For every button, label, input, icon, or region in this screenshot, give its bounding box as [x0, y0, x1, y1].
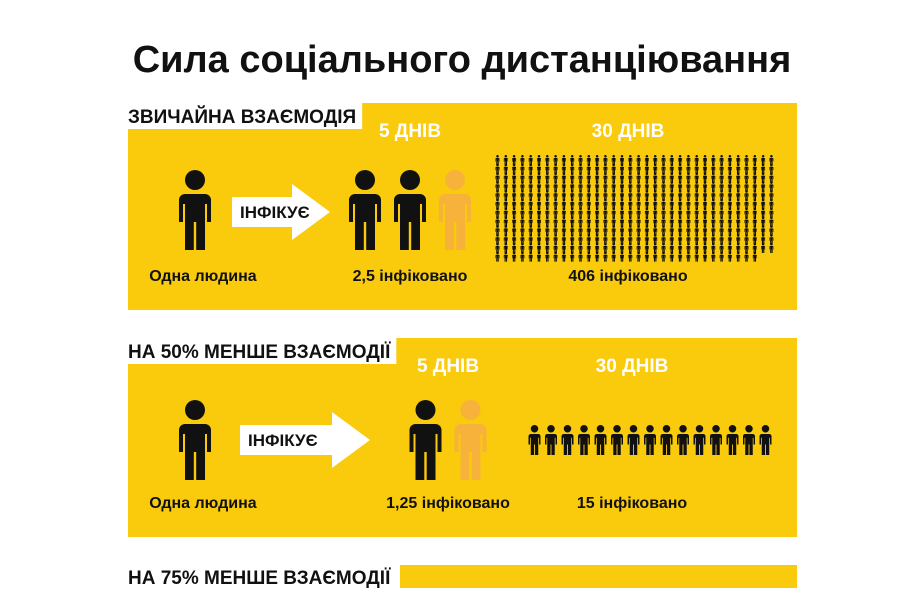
- infected-label: 2,5 інфіковано: [353, 268, 468, 285]
- arrow-label: ІНФІКУЄ: [240, 203, 310, 222]
- infected-label: 15 інфіковано: [577, 495, 688, 512]
- infected-label: 1,25 інфіковано: [386, 495, 510, 512]
- infected-label: 406 інфіковано: [568, 268, 687, 285]
- period-heading: 30 ДНІВ: [592, 121, 665, 142]
- section-label-bg: [124, 337, 397, 364]
- section-label-bg: [124, 563, 397, 590]
- source-label: Одна людина: [149, 268, 256, 285]
- period-heading: 30 ДНІВ: [596, 356, 669, 377]
- infected-count: 1,25: [386, 495, 417, 512]
- title: Сила соціального дистанціювання: [133, 39, 792, 81]
- infected-count: 2,5: [353, 268, 375, 285]
- period-heading: 5 ДНІВ: [379, 121, 441, 142]
- infected-unit: інфіковано: [600, 268, 688, 285]
- infected-unit: інфіковано: [379, 268, 467, 285]
- period-heading: 5 ДНІВ: [417, 356, 479, 377]
- source-label: Одна людина: [149, 495, 256, 512]
- section-label: НА 75% МЕНШЕ ВЗАЄМОДІЇ: [128, 568, 391, 589]
- section-label: ЗВИЧАЙНА ВЗАЄМОДІЯ: [128, 106, 356, 128]
- infected-unit: інфіковано: [422, 495, 510, 512]
- section-bar: [400, 565, 797, 588]
- arrow: [232, 184, 330, 240]
- infected-unit: інфіковано: [599, 495, 687, 512]
- infected-count: 406: [568, 268, 595, 285]
- arrow-label: ІНФІКУЄ: [248, 431, 318, 450]
- arrow: [240, 412, 370, 468]
- section-label: НА 50% МЕНШЕ ВЗАЄМОДІЇ: [128, 342, 391, 363]
- infected-count: 15: [577, 495, 595, 512]
- section-label-bg: [124, 102, 363, 129]
